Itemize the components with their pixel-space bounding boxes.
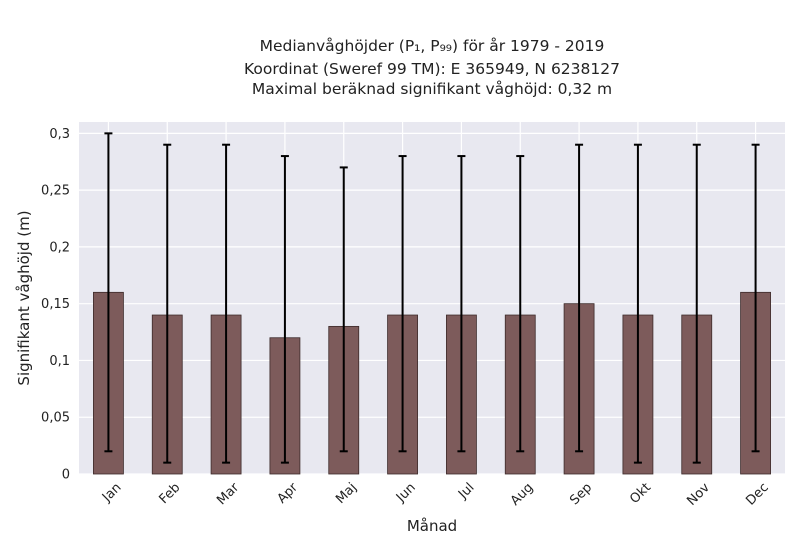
- y-tick-label: 0,15: [41, 297, 70, 312]
- x-tick-label: Jul: [455, 480, 477, 502]
- y-tick-label: 0,05: [41, 411, 70, 426]
- y-axis-label: Signifikant våghöjd (m): [15, 210, 33, 385]
- error-bar: [163, 143, 172, 464]
- x-tick-label: Apr: [275, 480, 302, 507]
- x-axis-label: Månad: [407, 517, 457, 535]
- error-bars: [104, 132, 760, 464]
- y-axis-ticks: 0 0,05 0,1 0,15 0,2 0,25 0,3: [41, 127, 70, 483]
- error-bar: [751, 143, 760, 453]
- x-tick-label: Jan: [99, 480, 124, 505]
- error-bar: [633, 143, 642, 464]
- y-tick-label: 0,3: [49, 127, 70, 142]
- error-bar: [280, 155, 289, 464]
- x-tick-label: Mar: [214, 480, 242, 508]
- error-bar: [339, 166, 348, 453]
- error-bar: [692, 143, 701, 464]
- x-axis-ticks: Jan Feb Mar Apr Maj Jun Jul Aug Sep Okt Nov Dec: [99, 480, 772, 509]
- x-tick-label: Feb: [156, 480, 183, 507]
- y-tick-label: 0,1: [49, 354, 70, 369]
- error-bar: [398, 155, 407, 453]
- error-bar: [575, 143, 584, 453]
- error-bar: [104, 132, 113, 453]
- error-bar: [222, 143, 231, 464]
- y-tick-label: 0: [62, 468, 70, 483]
- x-tick-label: Aug: [508, 480, 537, 509]
- plot-area: [79, 122, 785, 474]
- chart-title-line-2: Koordinat (Sweref 99 TM): E 365949, N 62…: [244, 60, 620, 78]
- x-tick-label: Nov: [684, 480, 713, 509]
- x-tick-label: Maj: [333, 480, 360, 507]
- x-tick-label: Jun: [393, 480, 419, 506]
- x-tick-label: Sep: [567, 480, 595, 508]
- x-tick-label: Dec: [743, 480, 771, 508]
- error-bar: [516, 155, 525, 453]
- x-tick-label: Okt: [627, 480, 654, 507]
- chart-title-line-1: Medianvåghöjder (P₁, P₉₉) för år 1979 - …: [260, 37, 605, 55]
- chart-title-line-3: Maximal beräknad signifikant våghöjd: 0,…: [252, 80, 612, 98]
- y-tick-label: 0,2: [49, 240, 70, 255]
- error-bar: [457, 155, 466, 453]
- y-tick-label: 0,25: [41, 184, 70, 199]
